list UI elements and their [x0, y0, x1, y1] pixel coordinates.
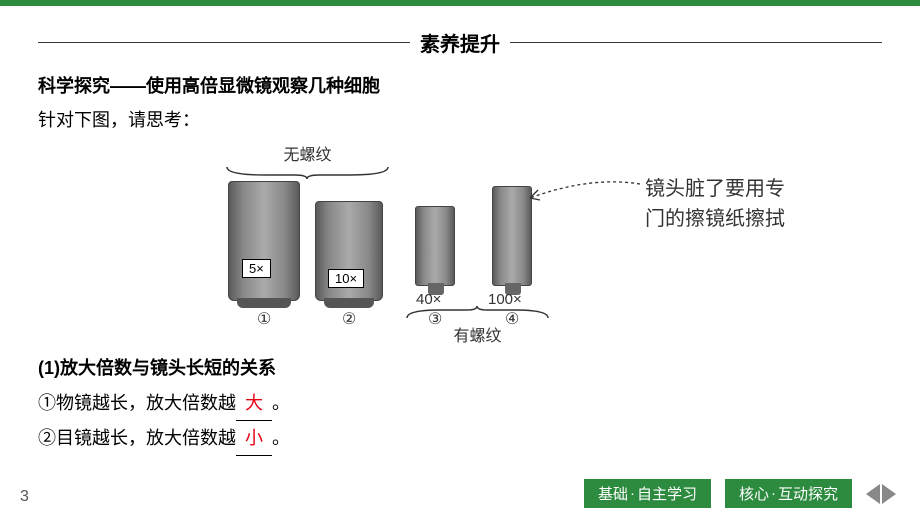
question-2: ②目镜越长，放大倍数越小。 — [38, 421, 882, 456]
q1-answer: 大 — [236, 386, 272, 421]
bottom-brace-icon — [405, 306, 550, 320]
footer-nav: 基础·自主学习 核心·互动探究 — [584, 479, 896, 508]
q2-answer: 小 — [236, 421, 272, 456]
section-title-row: 素养提升 — [0, 28, 920, 57]
note-line-1: 镜头脏了要用专 — [645, 174, 785, 204]
section-title: 素养提升 — [410, 28, 510, 57]
intro-line-1: 科学探究——使用高倍显微镜观察几种细胞 — [38, 69, 882, 103]
question-section: (1)放大倍数与镜头长短的关系 ①物镜越长，放大倍数越大。 ②目镜越长，放大倍数… — [0, 351, 920, 456]
dot-icon: · — [630, 485, 635, 502]
lens2-mag: 10× — [328, 269, 364, 288]
q2-after: 。 — [272, 428, 290, 448]
eyepiece-5x — [228, 181, 300, 301]
q2-before: ②目镜越长，放大倍数越 — [38, 428, 236, 448]
intro-line-2: 针对下图，请思考： — [38, 103, 882, 137]
title-line-right — [510, 42, 882, 44]
top-accent-bar — [0, 0, 920, 6]
page-number: 3 — [20, 488, 29, 506]
top-brace-icon — [225, 165, 390, 179]
top-brace-label: 无螺纹 — [225, 141, 390, 165]
intro-rest: 使用高倍显微镜观察几种细胞 — [146, 76, 380, 96]
question-1: ①物镜越长，放大倍数越大。 — [38, 386, 882, 421]
dot-icon: · — [771, 485, 776, 502]
lens2-num: ② — [342, 309, 356, 329]
bottom-brace-group: 有螺纹 — [405, 306, 550, 346]
question-heading: (1)放大倍数与镜头长短的关系 — [38, 351, 882, 385]
intro-prefix: 科学探究—— — [38, 76, 146, 96]
annotation-arrow-icon — [510, 176, 645, 206]
btn1-part-a: 基础 — [598, 483, 628, 504]
objective-40x — [415, 206, 455, 286]
content-block: 科学探究——使用高倍显微镜观察几种细胞 针对下图，请思考： — [0, 57, 920, 137]
q1-before: ①物镜越长，放大倍数越 — [38, 393, 236, 413]
lens-care-note: 镜头脏了要用专 门的擦镜纸擦拭 — [645, 174, 785, 234]
footer-btn-basics[interactable]: 基础·自主学习 — [584, 479, 711, 508]
top-brace-group: 无螺纹 — [225, 141, 390, 179]
lens-diagram: 无螺纹 5× ① 10× ② 40× ③ 100× ④ 有螺纹 镜头脏了要用专 … — [80, 141, 840, 351]
lens1-num: ① — [257, 309, 271, 329]
btn1-part-b: 自主学习 — [637, 483, 697, 504]
nav-arrow-group — [866, 484, 896, 504]
next-arrow-icon[interactable] — [882, 484, 896, 504]
bottom-brace-label: 有螺纹 — [405, 322, 550, 346]
lens1-mag: 5× — [242, 259, 271, 278]
note-line-2: 门的擦镜纸擦拭 — [645, 204, 785, 234]
q1-after: 。 — [272, 393, 290, 413]
btn2-part-b: 互动探究 — [778, 483, 838, 504]
prev-arrow-icon[interactable] — [866, 484, 880, 504]
footer-btn-core[interactable]: 核心·互动探究 — [725, 479, 852, 508]
btn2-part-a: 核心 — [739, 483, 769, 504]
title-line-left — [38, 42, 410, 44]
